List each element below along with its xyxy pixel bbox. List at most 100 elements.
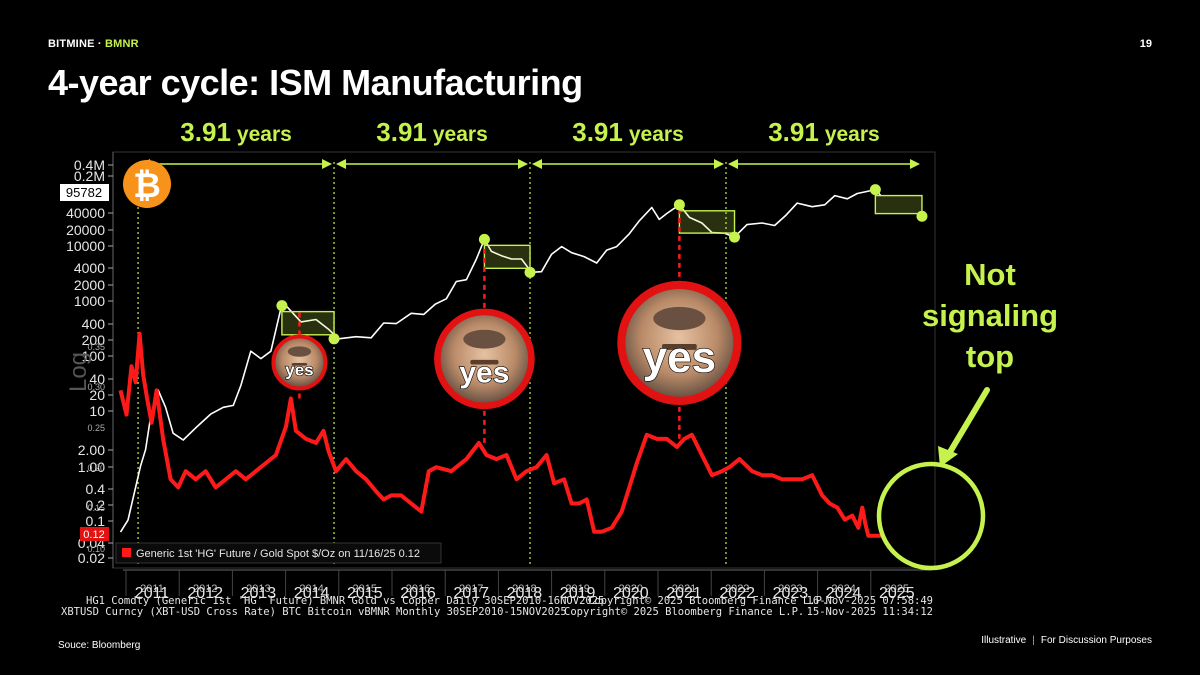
arrow-head-right	[909, 159, 920, 169]
svg-text:95782: 95782	[66, 185, 102, 200]
cycle-box-4	[874, 194, 923, 215]
callout-arrow	[947, 387, 990, 455]
cycle-peak-dot-3	[673, 199, 685, 211]
y-tick-label: 2000	[74, 277, 105, 293]
y-tick-label-secondary: 0.15	[87, 503, 105, 513]
cycle-label-value: 3.91	[572, 117, 623, 147]
page-title: 4-year cycle: ISM Manufacturing	[48, 62, 583, 103]
x-tick-label-small: 2014	[299, 583, 323, 595]
x-tick-label-small: 2024	[831, 583, 855, 595]
x-tick-label: 2023	[773, 585, 809, 602]
cycle-label-unit: years	[629, 123, 684, 146]
cycle-trough-dot-3	[729, 231, 741, 243]
hair-shape	[653, 306, 706, 331]
not-signaling-callout: Not signaling top	[876, 257, 1058, 571]
y-tick-label: 1000	[74, 293, 105, 309]
x-tick-label: 2017	[453, 585, 489, 602]
mustache-shape	[291, 363, 308, 366]
x-tick-label-small: 2025	[885, 583, 909, 595]
x-tick-label-small: 2023	[778, 583, 802, 595]
y-tick-label-secondary: 0.20	[87, 463, 105, 473]
y-tick-label: 40000	[66, 205, 105, 221]
source-note: Souce: Bloomberg	[58, 640, 141, 651]
copyright-text: XBTUSD Curncy (XBT-USD Cross Rate) BTC B…	[61, 606, 567, 618]
copyright-text: Copyright© 2025 Bloomberg Finance L.P.	[588, 595, 828, 607]
x-tick-label: 2013	[241, 585, 277, 602]
cycle-box-2	[483, 244, 531, 270]
copyright-text: 15-Nov-2025 11:34:12	[807, 606, 933, 618]
x-tick-label-small: 2012	[193, 583, 217, 595]
x-tick-label: 2022	[719, 585, 755, 602]
cycle-label-4: 3.91 years	[768, 117, 880, 147]
cycle-label-value: 3.91	[376, 117, 427, 147]
yes-badge-2: yes	[434, 308, 535, 410]
cycle-label-unit: years	[433, 123, 488, 146]
x-tick-label-small: 2019	[565, 583, 589, 595]
x-tick-label: 2016	[400, 585, 436, 602]
x-tick-label-small: 2016	[406, 583, 430, 595]
x-tick-label: 2015	[347, 585, 383, 602]
chart-legend: Generic 1st 'HG' Future / Gold Spot $/Oz…	[115, 542, 442, 564]
hair-shape	[287, 346, 312, 357]
footer-disclaimer: Illustrative | For Discussion Purposes	[981, 635, 1152, 646]
x-tick-label-small: 2020	[619, 583, 643, 595]
cycle-label-unit: years	[237, 123, 292, 146]
y-tick-label: 40	[89, 371, 105, 387]
y-tick-label-secondary: 0.30	[87, 382, 105, 392]
cycle-peak-dot-1	[276, 300, 288, 312]
callout-line: signaling	[922, 298, 1058, 333]
avatar	[434, 308, 535, 410]
arrow-head-left	[336, 159, 347, 169]
btc-series-line	[119, 188, 882, 533]
btc-last-value-flag: 95782	[60, 184, 109, 201]
brand-ticker: BMNR	[105, 38, 139, 50]
y-tick-label: 0.4	[86, 481, 106, 497]
arrow-head-right	[518, 159, 529, 169]
brand-separator: ·	[94, 38, 106, 50]
x-tick-label-small: 2017	[459, 583, 483, 595]
cycle-label-value: 3.91	[180, 117, 231, 147]
x-tick-label-small: 2022	[725, 583, 749, 595]
y-tick-label: 400	[82, 316, 106, 332]
x-tick-label-small: 2018	[512, 583, 536, 595]
x-tick-label: 2025	[879, 585, 915, 602]
cycle-trough-dot-4	[916, 210, 928, 222]
ratio-last-value-flag: 0.12	[80, 527, 109, 541]
cycle-label-2: 3.91 years	[376, 117, 488, 147]
copyright-text: Copyright© 2025 Bloomberg Finance L.P.	[564, 606, 804, 618]
footer-separator: |	[1032, 635, 1035, 646]
copyright-text: HG1 Comdty (Generic 1st 'HG' Future) BMN…	[86, 595, 604, 607]
copyright-text: 16-Nov-2025 07:58:49	[807, 595, 933, 607]
ratio-series-line	[118, 331, 881, 538]
y-tick-label: 100	[82, 348, 106, 364]
cycle-peak-dot-4	[869, 184, 881, 196]
yes-badge-1: yes	[271, 334, 328, 391]
y-tick-label: 0.2M	[74, 168, 105, 184]
illustrative-label: Illustrative	[981, 635, 1027, 646]
cycle-label-1: 3.91 years	[180, 117, 291, 147]
y-tick-label: 0.4M	[74, 157, 105, 173]
yes-label: yes	[643, 333, 716, 382]
x-tick-label-small: 2011	[140, 583, 164, 595]
callout-line: Not	[964, 257, 1016, 292]
bitcoin-icon: ₿	[123, 160, 171, 208]
y-tick-label: 2.00	[78, 442, 105, 458]
x-tick-label: 2011	[135, 585, 170, 602]
arrow-head-right	[322, 159, 333, 169]
cycle-peak-dot-2	[478, 233, 490, 245]
yes-label: yes	[285, 360, 313, 379]
discussion-label: For Discussion Purposes	[1040, 635, 1152, 646]
svg-text:₿: ₿	[133, 166, 161, 206]
x-tick-label: 2014	[294, 585, 330, 602]
cycle-label-3: 3.91 years	[572, 117, 684, 147]
x-tick-label: 2024	[826, 585, 862, 602]
x-tick-label: 2020	[613, 585, 649, 602]
x-tick-label: 2018	[507, 585, 543, 602]
legend-label: Generic 1st 'HG' Future / Gold Spot $/Oz…	[136, 548, 420, 560]
y-tick-label: 10	[89, 403, 105, 419]
legend-swatch	[122, 548, 131, 557]
arrow-head-left	[532, 159, 543, 169]
avatar	[617, 280, 742, 405]
